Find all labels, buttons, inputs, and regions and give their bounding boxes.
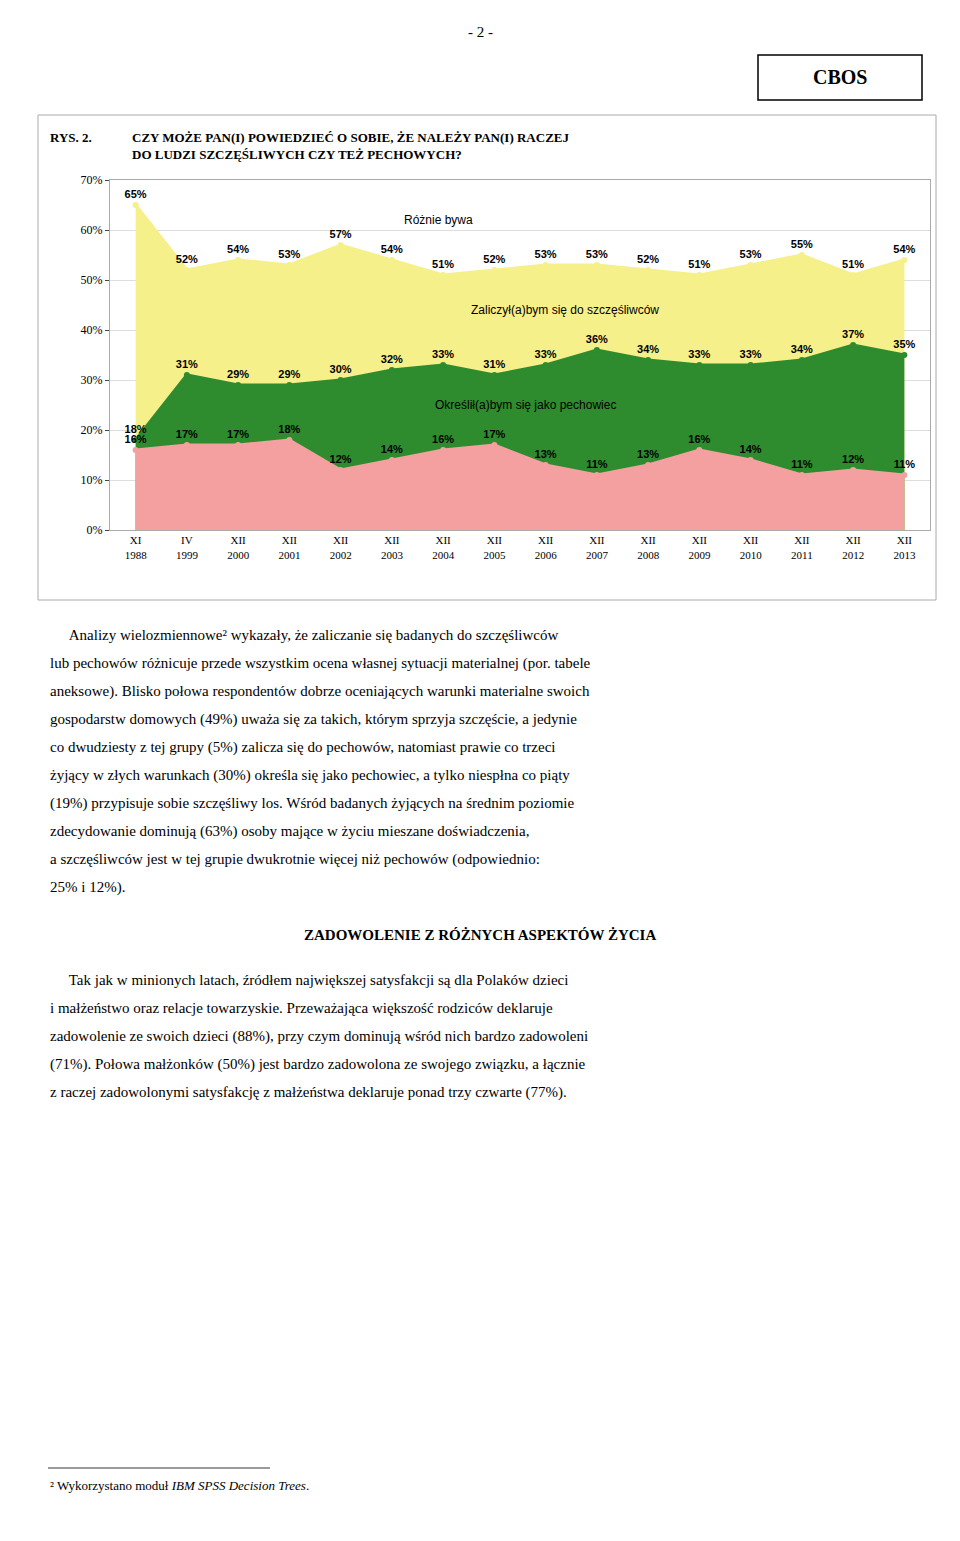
svg-text:31%: 31%	[483, 358, 505, 370]
svg-text:zdecydowanie dominują (63%) os: zdecydowanie dominują (63%) osoby mające…	[50, 823, 529, 840]
svg-text:32%: 32%	[381, 353, 403, 365]
svg-text:30%: 30%	[330, 363, 352, 375]
svg-text:25% i 12%).: 25% i 12%).	[50, 879, 125, 896]
svg-text:z raczej zadowolonymi satysfak: z raczej zadowolonymi satysfakcję z małż…	[50, 1084, 567, 1101]
svg-text:0%: 0%	[87, 523, 103, 537]
svg-text:XII2007: XII2007	[586, 534, 609, 560]
svg-text:XII2000: XII2000	[227, 534, 250, 560]
svg-text:IV1999: IV1999	[176, 534, 199, 560]
svg-text:żyjący w złych warunkach (30%): żyjący w złych warunkach (30%) określa s…	[50, 767, 570, 784]
svg-text:16%: 16%	[688, 433, 710, 445]
svg-text:33%: 33%	[432, 348, 454, 360]
svg-text:Różnie bywa: Różnie bywa	[404, 213, 473, 227]
svg-text:18%: 18%	[125, 423, 147, 435]
svg-text:40%: 40%	[81, 323, 103, 337]
svg-text:20%: 20%	[81, 423, 103, 437]
svg-text:70%: 70%	[81, 173, 103, 187]
svg-text:53%: 53%	[740, 248, 762, 260]
svg-text:54%: 54%	[381, 243, 403, 255]
svg-text:37%: 37%	[842, 328, 864, 340]
svg-text:60%: 60%	[81, 223, 103, 237]
svg-text:17%: 17%	[227, 428, 249, 440]
svg-text:² Wykorzystano moduł IBM SPSS: ² Wykorzystano moduł IBM SPSS Decision T…	[50, 1478, 309, 1493]
svg-text:ZADOWOLENIE Z RÓŻNYCH ASPEKTÓW: ZADOWOLENIE Z RÓŻNYCH ASPEKTÓW ŻYCIA	[304, 927, 656, 943]
svg-text:14%: 14%	[740, 443, 762, 455]
svg-text:XII2009: XII2009	[688, 534, 711, 560]
svg-text:(19%) przypisuje sobie szczęśl: (19%) przypisuje sobie szczęśliwy los. W…	[50, 795, 574, 812]
svg-text:10%: 10%	[81, 473, 103, 487]
svg-text:a szczęśliwców jest w tej grup: a szczęśliwców jest w tej grupie dwukrot…	[50, 851, 540, 868]
svg-text:34%: 34%	[637, 343, 659, 355]
svg-text:XII2002: XII2002	[330, 534, 352, 560]
svg-text:(71%). Połowa małżonków (50%): (71%). Połowa małżonków (50%) jest bardz…	[50, 1056, 586, 1073]
svg-text:52%: 52%	[176, 253, 198, 265]
svg-text:34%: 34%	[791, 343, 813, 355]
svg-text:XII2005: XII2005	[483, 534, 506, 560]
svg-text:65%: 65%	[125, 188, 147, 200]
svg-text:36%: 36%	[586, 333, 608, 345]
svg-text:54%: 54%	[893, 243, 915, 255]
svg-text:11%: 11%	[894, 458, 916, 470]
svg-text:33%: 33%	[740, 348, 762, 360]
svg-text:54%: 54%	[227, 243, 249, 255]
svg-text:i małżeństwo oraz relacje towa: i małżeństwo oraz relacje towarzyskie. P…	[50, 1000, 553, 1016]
svg-text:14%: 14%	[381, 443, 403, 455]
svg-text:XII2003: XII2003	[381, 534, 404, 560]
svg-text:Określił(a)bym się jako pechow: Określił(a)bym się jako pechowiec	[435, 398, 616, 412]
svg-text:lub pechowów różnicuje przede: lub pechowów różnicuje przede wszystkim …	[50, 655, 591, 672]
svg-text:17%: 17%	[176, 428, 198, 440]
svg-text:29%: 29%	[227, 368, 249, 380]
svg-text:51%: 51%	[842, 258, 864, 270]
svg-text:XII2004: XII2004	[432, 534, 455, 560]
svg-text:16%: 16%	[432, 433, 454, 445]
svg-text:CBOS: CBOS	[813, 66, 867, 88]
svg-text:53%: 53%	[535, 248, 557, 260]
svg-text:51%: 51%	[688, 258, 710, 270]
svg-text:gospodarstw domowych (49%) uwa: gospodarstw domowych (49%) uważa się za …	[50, 711, 577, 728]
svg-text:aneksowe). Blisko połowa respo: aneksowe). Blisko połowa respondentów do…	[50, 683, 590, 700]
svg-text:51%: 51%	[432, 258, 454, 270]
svg-text:29%: 29%	[278, 368, 300, 380]
svg-text:co dwudziesty z tej grupy (5%): co dwudziesty z tej grupy (5%) zalicza s…	[50, 739, 556, 756]
svg-text:RYS. 2.: RYS. 2.	[50, 130, 92, 145]
svg-text:XII2001: XII2001	[278, 534, 300, 560]
svg-text:13%: 13%	[535, 448, 557, 460]
svg-text:57%: 57%	[330, 228, 352, 240]
svg-text:17%: 17%	[483, 428, 505, 440]
svg-text:11%: 11%	[586, 458, 608, 470]
svg-text:11%: 11%	[791, 458, 813, 470]
svg-text:Analizy wielozmiennowe² wykaza: Analizy wielozmiennowe² wykazały, że zal…	[50, 627, 558, 643]
svg-text:Tak jak w minionych latach, źr: Tak jak w minionych latach, źródłem najw…	[50, 972, 568, 988]
svg-text:52%: 52%	[483, 253, 505, 265]
svg-text:16%: 16%	[125, 433, 147, 445]
svg-text:zadowolenie ze swoich dzieci (: zadowolenie ze swoich dzieci (88%), przy…	[50, 1028, 588, 1045]
svg-text:CZY MOŻE PAN(I) POWIEDZIEĆ O S: CZY MOŻE PAN(I) POWIEDZIEĆ O SOBIE, ŻE N…	[132, 130, 569, 162]
svg-text:13%: 13%	[637, 448, 659, 460]
svg-text:53%: 53%	[586, 248, 608, 260]
svg-text:XI1988: XI1988	[125, 534, 148, 560]
svg-text:XII2006: XII2006	[535, 534, 558, 560]
svg-text:12%: 12%	[330, 453, 352, 465]
svg-text:55%: 55%	[791, 238, 813, 250]
svg-text:XII2013: XII2013	[893, 534, 916, 560]
svg-text:35%: 35%	[893, 338, 915, 350]
svg-text:XII2010: XII2010	[740, 534, 763, 560]
svg-text:31%: 31%	[176, 358, 198, 370]
svg-text:33%: 33%	[688, 348, 710, 360]
svg-text:18%: 18%	[278, 423, 300, 435]
svg-text:50%: 50%	[81, 273, 103, 287]
svg-text:33%: 33%	[535, 348, 557, 360]
svg-text:Zaliczył(a)bym się do szczęśli: Zaliczył(a)bym się do szczęśliwców	[471, 303, 659, 317]
svg-text:XII2008: XII2008	[637, 534, 660, 560]
svg-text:53%: 53%	[278, 248, 300, 260]
svg-text:XII2011: XII2011	[791, 534, 813, 560]
svg-text:12%: 12%	[842, 453, 864, 465]
svg-text:30%: 30%	[81, 373, 103, 387]
svg-text:- 2 -: - 2 -	[468, 24, 493, 40]
svg-text:52%: 52%	[637, 253, 659, 265]
svg-text:XII2012: XII2012	[842, 534, 864, 560]
